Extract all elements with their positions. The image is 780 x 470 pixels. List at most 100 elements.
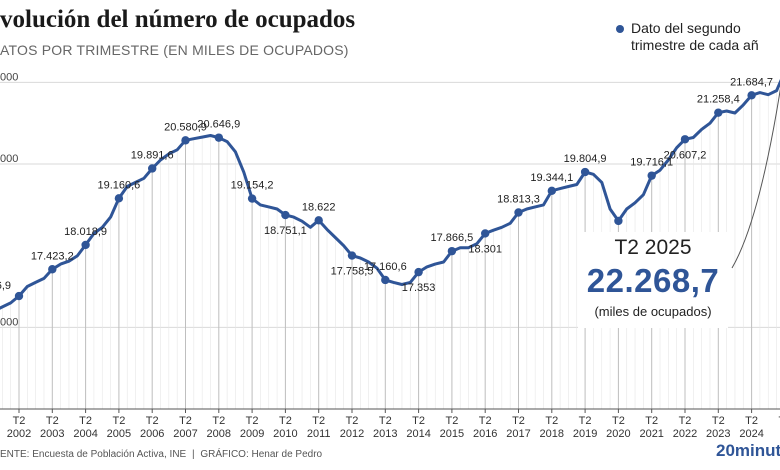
x-tick-quarter: T2 <box>246 415 259 427</box>
data-point <box>114 194 124 203</box>
data-label: 19.154,2 <box>231 180 274 192</box>
series-points <box>14 91 756 301</box>
source-text: ENTE: Encuesta de Población Activa, INE <box>0 449 187 460</box>
chart-title: volución del número de ocupados <box>0 6 356 33</box>
credit-text: GRÁFICO: Henar de Pedro <box>200 449 323 460</box>
callout-unit: (miles de ocupados) <box>594 304 712 319</box>
x-tick-quarter: T2 <box>545 415 558 427</box>
legend-marker-icon <box>616 25 624 33</box>
x-tick-quarter: T2 <box>112 415 125 427</box>
latest-value-callout: T2 2025 22.268,7 (miles de ocupados) <box>578 232 728 328</box>
x-tick-quarter: T2 <box>312 415 325 427</box>
data-label: 19.344,1 <box>530 172 573 184</box>
data-label: 17.353 <box>402 282 436 294</box>
footer-separator: | <box>192 449 195 460</box>
data-point <box>447 246 457 256</box>
y-axis-labels: 000 000 000 <box>0 71 18 328</box>
data-label: 18.018,9 <box>64 226 107 238</box>
x-tick-quarter: T2 <box>612 415 625 427</box>
data-point <box>148 164 157 173</box>
legend-text-line-2: trimestre de cada añ <box>631 37 759 53</box>
callout-period: T2 2025 <box>614 236 692 259</box>
x-tick-year: 2002 <box>7 428 31 440</box>
x-tick-year: 2003 <box>40 428 64 440</box>
year-drop-lines <box>2 90 777 409</box>
source-footer: ENTE: Encuesta de Población Activa, INE … <box>0 449 322 460</box>
data-point <box>547 186 556 196</box>
x-tick-quarter: T2 <box>279 415 292 427</box>
data-label: 20.607,2 <box>664 149 707 161</box>
x-tick-quarter: T2 <box>179 415 192 427</box>
y-tick-label: 000 <box>0 316 18 328</box>
x-tick-year: 2005 <box>107 428 131 440</box>
x-tick-quarter: T2 <box>146 415 159 427</box>
x-tick-quarter: T2 <box>645 415 658 427</box>
data-point <box>214 133 223 142</box>
x-tick-year: 2004 <box>73 428 97 440</box>
x-tick-year: 2021 <box>639 428 663 440</box>
y-tick-label: 000 <box>0 153 18 165</box>
brand-logo: 20minut <box>716 441 780 460</box>
data-point <box>181 136 190 145</box>
x-tick-quarter: T2 <box>379 415 392 427</box>
x-tick-quarter: T2 <box>346 415 359 427</box>
data-label: 21.684,7 <box>730 76 773 88</box>
x-tick-quarter: T2 <box>79 415 92 427</box>
x-tick-year: 2016 <box>473 428 497 440</box>
x-tick-year: 2024 <box>739 428 763 440</box>
x-tick-quarter: T2 <box>745 415 758 427</box>
data-label: 20.646,9 <box>197 119 240 131</box>
data-label: 17.866,5 <box>430 232 473 244</box>
x-tick-year: 2018 <box>540 428 564 440</box>
x-tick-quarter: T2 <box>778 415 780 427</box>
data-label: 21.258,4 <box>697 94 740 106</box>
data-label: 19.891,6 <box>131 149 174 161</box>
x-tick-year: 2022 <box>673 428 697 440</box>
data-point <box>614 216 623 226</box>
x-tick-year: 2012 <box>340 428 364 440</box>
x-tick-year: 2013 <box>373 428 397 440</box>
x-tick-quarter: T2 <box>13 415 26 427</box>
data-point <box>314 216 323 225</box>
data-point <box>680 135 690 144</box>
x-tick-year: 2020 <box>606 428 630 440</box>
x-tick-year: 2008 <box>207 428 231 440</box>
data-point <box>647 171 656 180</box>
x-tick-year: 2023 <box>706 428 730 440</box>
x-axis: T22002T22003T22004T22005T22006T22007T220… <box>0 408 780 440</box>
x-tick-year: 2010 <box>273 428 297 440</box>
x-tick-year: 2011 <box>307 428 331 440</box>
data-point <box>414 267 423 277</box>
y-tick-label: 000 <box>0 71 18 83</box>
data-label: 19.716,1 <box>630 157 673 169</box>
x-tick-quarter: T2 <box>479 415 492 427</box>
data-label: 18.813,3 <box>497 194 540 206</box>
x-tick-year: 2015 <box>440 428 464 440</box>
data-point <box>381 275 390 285</box>
data-point <box>580 167 590 177</box>
x-tick-quarter: T2 <box>512 415 525 427</box>
x-tick-year: 2007 <box>173 428 197 440</box>
legend-text-line-1: Dato del segundo <box>631 20 741 36</box>
data-point <box>81 240 90 250</box>
callout-value: 22.268,7 <box>586 262 720 299</box>
x-tick-quarter: T2 <box>712 415 725 427</box>
data-point <box>481 229 490 238</box>
x-tick-year: 2019 <box>573 428 597 440</box>
callout-connector <box>731 88 780 269</box>
data-label: 18.301 <box>468 243 502 255</box>
data-label: 19.160,6 <box>97 179 140 191</box>
data-point <box>48 265 57 274</box>
x-tick-year: 2017 <box>506 428 530 440</box>
data-point <box>14 291 24 301</box>
data-label: 17.758,5 <box>331 266 374 278</box>
callout-connector-line <box>731 88 780 269</box>
data-point <box>747 91 756 100</box>
data-label: 17.423,2 <box>31 250 74 262</box>
data-label: 20.580,9 <box>164 121 207 133</box>
x-tick-year: 2009 <box>240 428 264 440</box>
x-tick-quarter: T2 <box>679 415 692 427</box>
data-label: 17.160,6 <box>364 261 407 273</box>
legend: Dato del segundo trimestre de cada añ <box>616 20 759 54</box>
x-tick-quarter: T2 <box>579 415 592 427</box>
